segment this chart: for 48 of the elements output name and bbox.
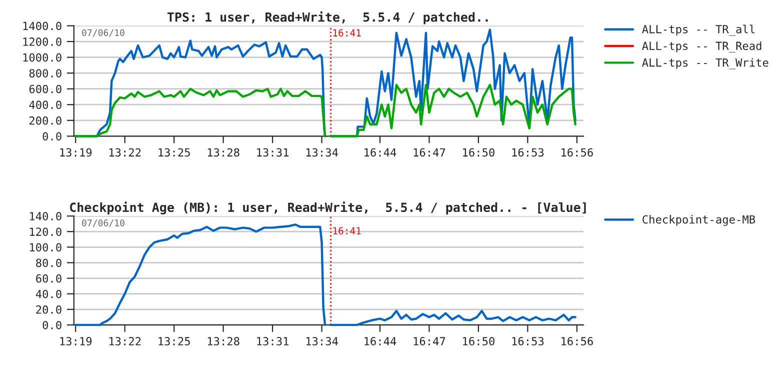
annotation: 07/06/10	[82, 29, 124, 37]
y-tick-label: 140.0	[30, 212, 62, 220]
y-tick-label: 600.0	[29, 84, 62, 94]
y-tick-label: 1200.0	[23, 38, 62, 46]
y-tick-label: 200.0	[29, 116, 62, 125]
annotation: 16:41	[333, 29, 361, 36]
x-tick-label: 16:44	[364, 148, 396, 157]
x-tick-label: 13:34	[306, 337, 338, 346]
legend-label: ALL-tps -- TR_Read	[642, 41, 762, 53]
y-tick-label: 400.0	[29, 100, 62, 110]
x-tick-label: 13:28	[208, 148, 240, 157]
legend-label: ALL-tps -- TR_all	[642, 24, 754, 36]
y-tick-label: 1400.0	[23, 22, 62, 30]
x-tick-label: 16:53	[512, 337, 544, 346]
x-tick-label: 16:56	[562, 337, 593, 346]
y-tick-label: 0.0	[42, 320, 62, 330]
y-tick-label: 100.0	[30, 243, 62, 252]
x-tick-label: 16:44	[364, 337, 396, 346]
legend-label: ALL-tps -- TR_Write	[642, 58, 768, 70]
x-tick-label: 16:56	[562, 148, 593, 157]
x-tick-label: 16:53	[512, 148, 544, 157]
y-tick-label: 40.0	[36, 290, 62, 298]
x-tick-label: 13:22	[109, 148, 141, 157]
x-tick-label: 13:31	[257, 337, 288, 346]
x-tick-label: 16:50	[463, 337, 494, 346]
annotation: 16:41	[333, 227, 361, 234]
x-tick-label: 16:47	[414, 337, 446, 346]
chart-title: TPS: 1 user, Read+Write, 5.5.4 / patched..	[167, 11, 488, 24]
y-tick-label: 80.0	[36, 258, 62, 268]
x-tick-label: 13:19	[60, 148, 92, 157]
x-tick-label: 13:28	[208, 337, 240, 346]
y-tick-label: 120.0	[30, 228, 62, 236]
y-tick-label: 800.0	[29, 69, 62, 78]
x-tick-label: 16:47	[414, 148, 446, 157]
y-tick-label: 60.0	[36, 274, 62, 283]
chart-title: Checkpoint Age (MB): 1 user, Read+Write, 5.5.4 / patched.. - [Value]	[70, 202, 586, 214]
annotation: 07/06/10	[82, 219, 124, 228]
x-tick-label: 13:31	[257, 148, 288, 157]
y-tick-label: 1000.0	[23, 53, 62, 62]
x-tick-label: 13:25	[158, 148, 190, 157]
y-tick-label: 20.0	[36, 305, 62, 314]
x-tick-label: 13:19	[60, 337, 92, 346]
x-tick-label: 13:25	[158, 337, 190, 346]
x-tick-label: 13:34	[306, 148, 338, 157]
legend-label: Checkpoint-age-MB	[642, 215, 756, 226]
x-tick-label: 16:50	[463, 148, 494, 157]
x-tick-label: 13:22	[109, 337, 141, 346]
y-tick-label: 0.0	[42, 132, 62, 141]
